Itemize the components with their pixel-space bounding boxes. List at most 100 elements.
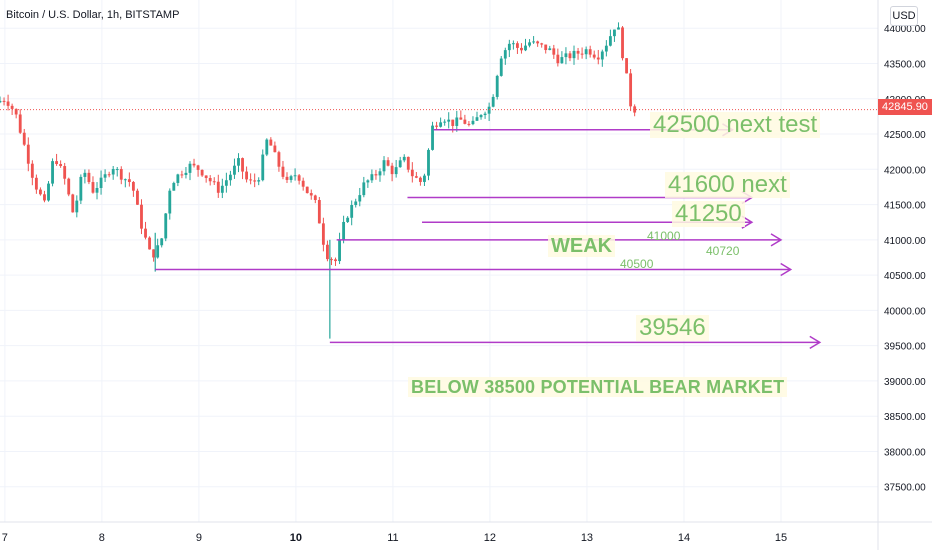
candle-body — [532, 41, 536, 43]
candle-body — [309, 193, 313, 196]
candle-body — [91, 182, 95, 193]
candle-body — [382, 160, 386, 172]
candle-body — [511, 43, 515, 45]
candle-body — [536, 41, 540, 44]
level-arrowhead — [780, 262, 793, 277]
candle-body — [540, 43, 544, 45]
candle-body — [281, 166, 285, 177]
y-tick-label: 42000.00 — [884, 165, 926, 176]
candle-body — [273, 145, 277, 153]
candle-body — [398, 160, 402, 168]
candle-body — [30, 163, 34, 178]
candle-body — [548, 48, 552, 51]
candle-body — [439, 122, 443, 127]
candle-body — [176, 174, 180, 183]
y-tick-label: 39500.00 — [884, 342, 926, 353]
candle-body — [447, 119, 451, 122]
annotation-42500: 42500 next test — [650, 112, 821, 138]
candle-body — [503, 50, 507, 59]
candle-body — [164, 213, 168, 239]
candle-body — [321, 223, 325, 245]
candle-body — [600, 51, 604, 60]
candle-body — [516, 43, 519, 48]
candle-body — [495, 75, 499, 97]
x-tick-label: 10 — [290, 532, 302, 544]
candle-body — [43, 194, 46, 201]
candle-body — [269, 139, 273, 146]
y-tick-label: 38000.00 — [884, 447, 926, 458]
candle-body — [487, 106, 491, 114]
candle-body — [253, 180, 257, 182]
candle-body — [552, 48, 556, 55]
candle-body — [358, 195, 362, 202]
candle-body — [180, 174, 184, 176]
candle-body — [115, 169, 119, 171]
candle-body — [580, 53, 584, 55]
candle-body — [289, 176, 293, 180]
annotation-weak: WEAK — [548, 235, 616, 257]
candle-body — [144, 228, 147, 238]
candle-body — [354, 201, 358, 206]
candle-body — [390, 165, 394, 175]
candle-body — [592, 54, 596, 58]
candle-body — [79, 176, 83, 201]
candle-body — [22, 132, 26, 145]
candle-body — [544, 44, 548, 51]
candle-body — [374, 174, 378, 176]
candle-body — [87, 172, 91, 183]
level-arrowhead — [770, 233, 783, 247]
candle-body — [584, 49, 588, 55]
candle-body — [18, 114, 22, 133]
candle-body — [212, 181, 216, 183]
y-tick-label: 38500.00 — [884, 412, 926, 423]
price-axis — [878, 0, 932, 550]
x-tick-label: 12 — [484, 532, 496, 544]
candle-body — [297, 175, 301, 181]
candle-body — [34, 177, 38, 190]
candle-body — [633, 106, 637, 113]
candle-body — [572, 50, 576, 59]
candle-body — [588, 49, 592, 55]
annotation-40720: 40720 — [706, 244, 740, 258]
y-tick-label: 40000.00 — [884, 306, 926, 317]
candle-body — [265, 139, 269, 155]
y-tick-label: 39000.00 — [884, 377, 926, 388]
y-tick-label: 44000.00 — [884, 24, 926, 35]
candle-body — [507, 43, 511, 51]
candle-body — [305, 186, 309, 194]
currency-button[interactable]: USD — [890, 6, 918, 26]
candle-body — [560, 57, 564, 64]
candle-body — [237, 158, 240, 166]
candle-body — [394, 167, 398, 175]
candle-body — [366, 180, 370, 183]
candle-body — [71, 194, 75, 213]
candle-body — [455, 117, 459, 126]
candle-body — [613, 29, 616, 37]
candle-body — [107, 174, 111, 176]
candle-body — [330, 259, 333, 261]
x-tick-label: 9 — [196, 532, 202, 544]
candle-body — [520, 47, 523, 51]
x-tick-label: 15 — [775, 532, 787, 544]
candle-body — [625, 58, 628, 74]
candle-body — [245, 171, 249, 180]
candle-body — [160, 238, 164, 246]
candle-body — [39, 189, 42, 195]
x-tick-label: 7 — [2, 532, 8, 544]
y-tick-label: 40500.00 — [884, 271, 926, 282]
candle-body — [241, 158, 244, 172]
candle-body — [427, 149, 430, 176]
candle-body — [564, 53, 568, 58]
candle-body — [67, 178, 71, 195]
candle-body — [301, 180, 305, 187]
candle-body — [499, 58, 503, 76]
candle-body — [47, 183, 50, 201]
candle-body — [313, 195, 317, 201]
candle-body — [414, 176, 418, 178]
candle-body — [75, 200, 79, 213]
candle-body — [6, 101, 10, 106]
candle-body — [156, 245, 160, 258]
x-tick-label: 14 — [678, 532, 690, 544]
